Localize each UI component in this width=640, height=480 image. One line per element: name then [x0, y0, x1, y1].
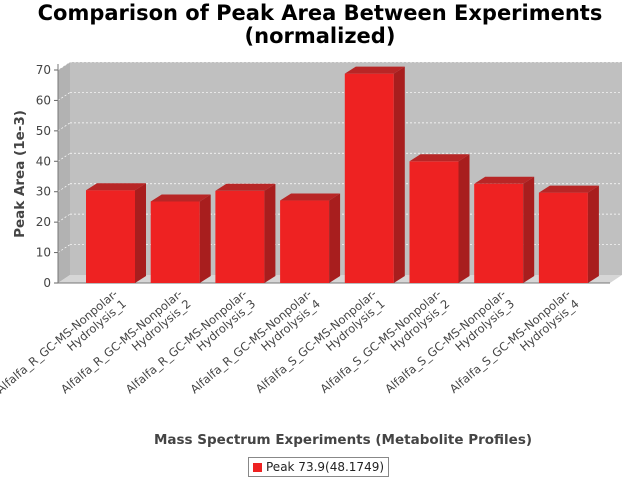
- bar-side: [458, 154, 470, 283]
- y-tick-label: 40: [36, 154, 51, 168]
- x-tick-label-line: Alfalfa_R_GC-MS-Nonpolar-: [0, 287, 120, 397]
- y-axis-label: Peak Area (1e-3): [12, 110, 28, 238]
- y-tick-label: 70: [36, 63, 51, 77]
- gridline-side: [57, 152, 71, 162]
- legend-label: Peak 73.9(48.1749): [266, 460, 385, 474]
- chart-title: Comparison of Peak Area Between Experime…: [0, 2, 640, 48]
- bar-side: [199, 194, 211, 283]
- x-axis-label: Mass Spectrum Experiments (Metabolite Pr…: [154, 432, 532, 448]
- plot-left-wall: [58, 62, 70, 283]
- bar: [344, 73, 394, 283]
- bar-side: [135, 183, 146, 283]
- gridline-side: [57, 61, 71, 71]
- y-tick-label: 0: [43, 276, 51, 290]
- gridline-side: [57, 244, 71, 253]
- bar: [538, 192, 588, 283]
- gridline-side: [57, 92, 71, 101]
- bar-top: [474, 176, 535, 184]
- bar-top: [215, 183, 276, 191]
- bar: [86, 190, 135, 283]
- bar-side: [329, 193, 341, 283]
- gridline-side: [57, 183, 71, 193]
- chart-title-main: Comparison of Peak Area Between Experime…: [37, 1, 603, 25]
- bar-side: [264, 183, 276, 283]
- gridline-side: [57, 213, 71, 223]
- bar-side: [587, 185, 599, 283]
- y-tick-label: 60: [36, 93, 51, 107]
- bar-top: [409, 154, 470, 162]
- legend: Peak 73.9(48.1749): [248, 457, 390, 477]
- y-tick-label: 20: [36, 215, 51, 229]
- bar-side: [523, 176, 535, 283]
- bar-top: [86, 183, 146, 191]
- bar: [280, 200, 330, 283]
- bar: [150, 201, 200, 283]
- y-tick-label: 50: [36, 124, 51, 138]
- bar-top: [538, 185, 599, 193]
- bar-top: [280, 193, 341, 201]
- bar-top: [150, 194, 211, 202]
- gridline-side: [57, 122, 71, 132]
- bar: [215, 190, 265, 283]
- legend-swatch: [253, 462, 262, 472]
- chart-subtitle: (normalized): [244, 24, 396, 48]
- bar: [474, 183, 524, 283]
- bar-top: [344, 66, 405, 74]
- y-tick-label: 10: [36, 246, 51, 260]
- y-tick-label: 30: [36, 185, 51, 199]
- bar-side: [393, 66, 405, 283]
- bar: [409, 161, 459, 283]
